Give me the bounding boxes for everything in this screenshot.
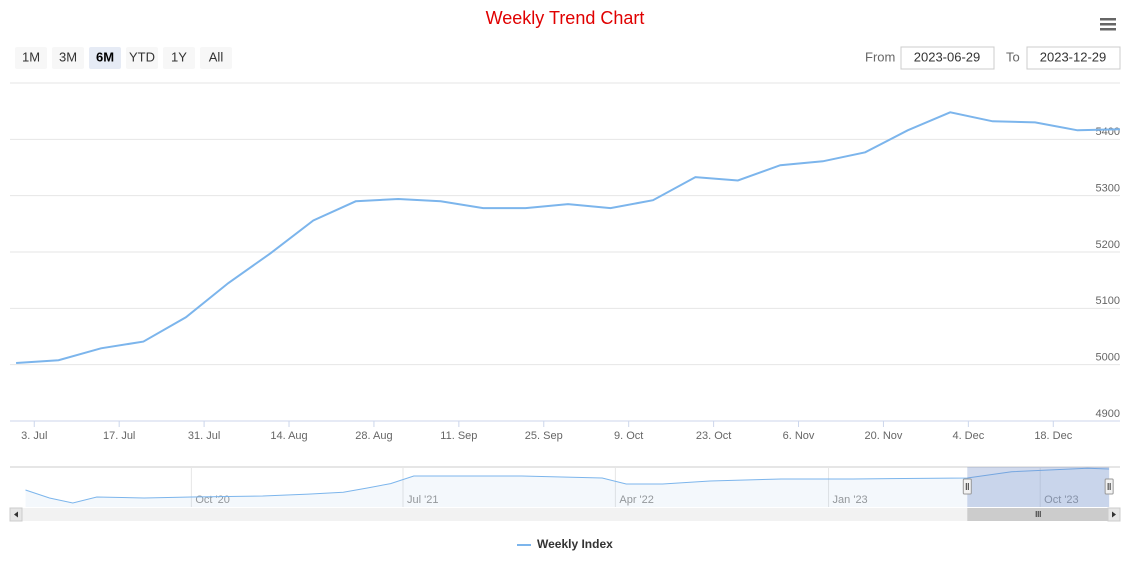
x-tick-label: 28. Aug	[355, 430, 392, 442]
navigator-selection[interactable]	[967, 467, 1110, 507]
x-tick-label: 17. Jul	[103, 430, 135, 442]
from-label: From	[865, 49, 895, 64]
range-button-label[interactable]: 1M	[22, 49, 40, 64]
y-tick-label: 5300	[1096, 183, 1120, 195]
x-tick-label: 18. Dec	[1034, 430, 1072, 442]
x-tick-label: 11. Sep	[440, 430, 477, 442]
navigator-line	[25, 467, 1110, 504]
x-tick-label: 6. Nov	[783, 430, 815, 442]
menu-button[interactable]	[1098, 16, 1118, 34]
range-button-label[interactable]: All	[209, 49, 224, 64]
scrollbar-track	[10, 508, 1120, 521]
range-button[interactable]	[200, 47, 232, 69]
x-tick-label: 20. Nov	[864, 430, 902, 442]
x-tick-label: 25. Sep	[525, 430, 563, 442]
range-button[interactable]	[163, 47, 195, 69]
range-button-label[interactable]: 1Y	[171, 49, 187, 64]
menu-bar	[1100, 18, 1116, 21]
scroll-left-arrow	[14, 511, 18, 518]
navigator-handle[interactable]	[1104, 478, 1114, 495]
navigator-tick-label: Jul '21	[407, 494, 438, 506]
y-tick-label: 4900	[1096, 408, 1120, 420]
series-line	[16, 111, 1121, 364]
x-tick-label: 9. Oct	[614, 430, 643, 442]
to-input[interactable]	[1026, 46, 1121, 70]
chart-title: Weekly Trend Chart	[486, 8, 645, 28]
x-tick-label: 23. Oct	[696, 430, 731, 442]
to-label: To	[1006, 49, 1020, 64]
range-button[interactable]	[89, 47, 121, 69]
range-button-label[interactable]: YTD	[129, 49, 155, 64]
y-tick-label: 5100	[1096, 295, 1120, 307]
navigator-area	[25, 468, 1110, 507]
x-tick-label: 14. Aug	[270, 430, 307, 442]
navigator-tick-label: Oct '23	[1044, 494, 1079, 506]
y-tick-label: 5200	[1096, 239, 1120, 251]
legend-label[interactable]: Weekly Index	[537, 537, 613, 551]
range-button[interactable]	[15, 47, 47, 69]
x-tick-label: 31. Jul	[188, 430, 220, 442]
menu-bar	[1100, 23, 1116, 26]
to-value[interactable]: 2023-12-29	[1040, 49, 1107, 64]
navigator-handle[interactable]	[962, 478, 972, 495]
range-button[interactable]	[126, 47, 158, 69]
menu-bar	[1100, 28, 1116, 31]
range-button-label[interactable]: 3M	[59, 49, 77, 64]
from-value[interactable]: 2023-06-29	[914, 49, 981, 64]
navigator-tick-label: Jan '23	[833, 494, 868, 506]
y-tick-label: 5400	[1096, 126, 1120, 138]
navigator-tick-label: Apr '22	[619, 494, 654, 506]
scroll-right-arrow	[1112, 511, 1116, 518]
from-input[interactable]	[900, 46, 995, 70]
range-button[interactable]	[52, 47, 84, 69]
x-tick-label: 4. Dec	[952, 430, 984, 442]
y-tick-label: 5000	[1096, 352, 1120, 364]
x-tick-label: 3. Jul	[21, 430, 47, 442]
range-button-label[interactable]: 6M	[96, 49, 114, 64]
